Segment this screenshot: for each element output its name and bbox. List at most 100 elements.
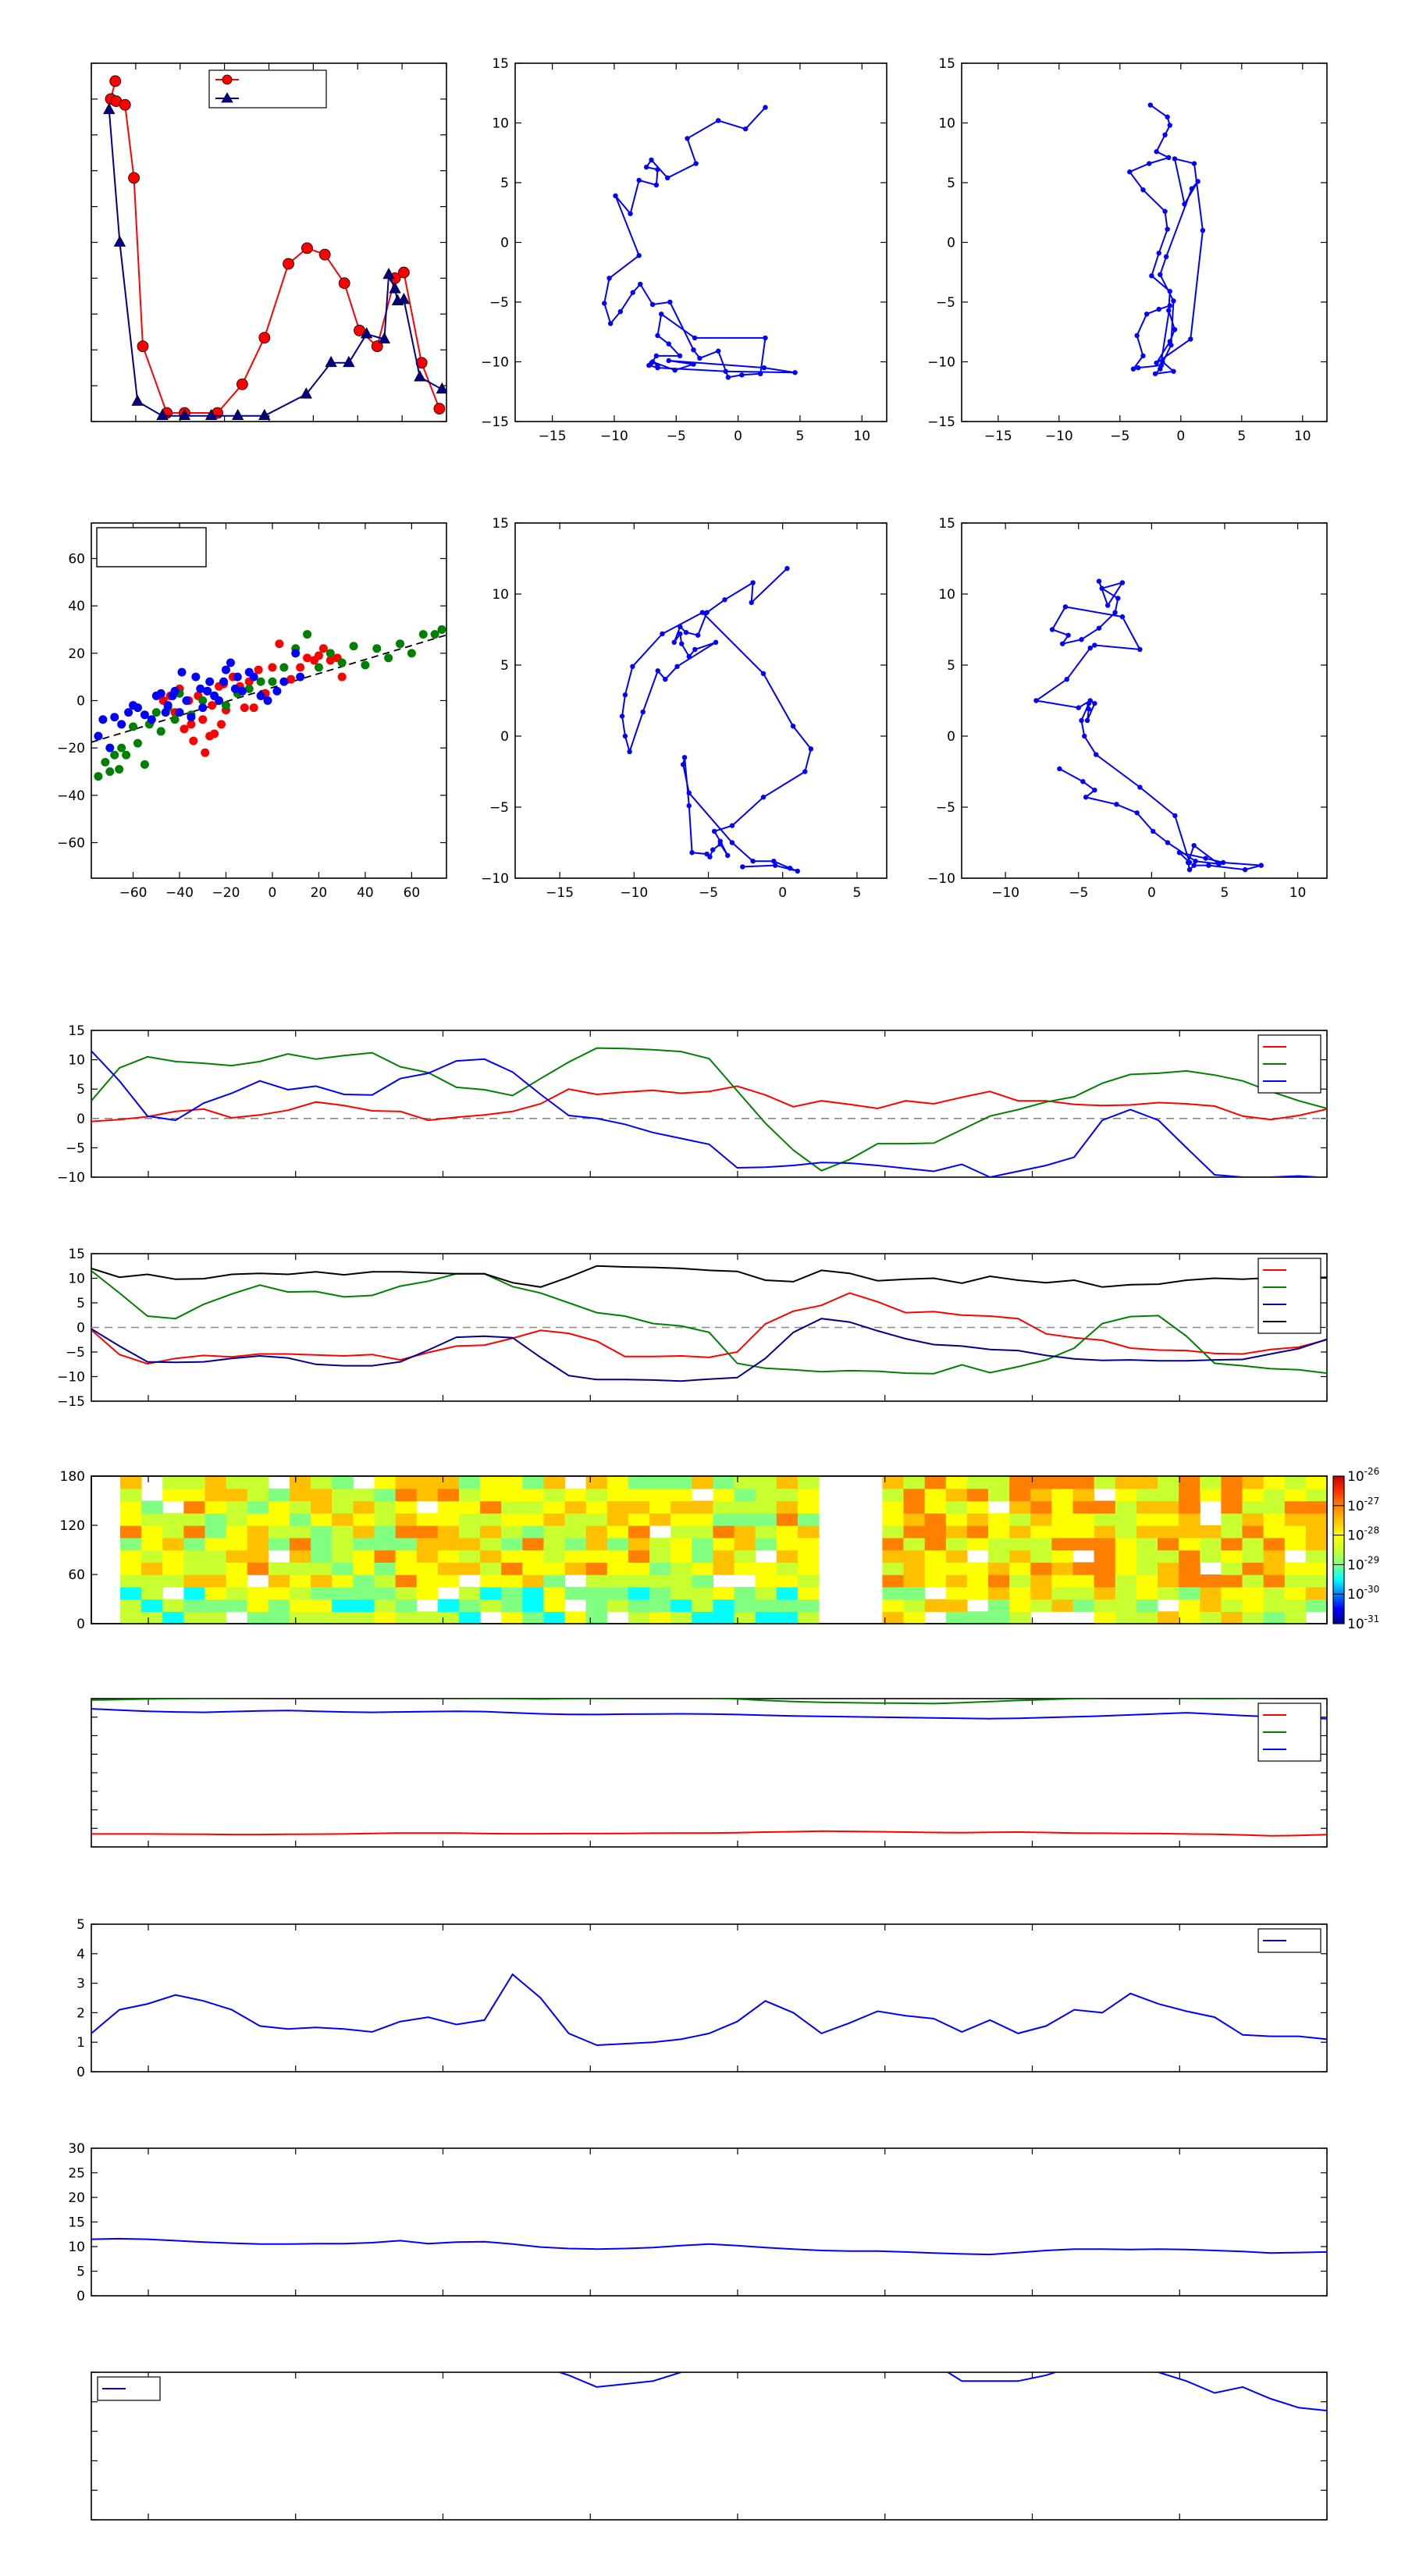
data-point <box>325 355 337 368</box>
heatmap-cell <box>183 1488 206 1502</box>
heatmap-cell <box>416 1586 439 1600</box>
heatmap-cell <box>501 1574 523 1588</box>
data-point <box>649 157 654 163</box>
data-point <box>740 864 745 870</box>
data-point <box>1165 114 1170 120</box>
heatmap-cell <box>1242 1562 1264 1575</box>
y-tick-label: 0 <box>76 1617 85 1632</box>
heatmap-cell <box>268 1611 290 1624</box>
heatmap-cell <box>1094 1500 1116 1514</box>
heatmap-cell <box>1030 1537 1052 1551</box>
data-point <box>1083 795 1089 800</box>
y-tick-label: 5 <box>76 1082 85 1098</box>
heatmap-cell <box>649 1574 671 1588</box>
data-point <box>303 653 312 663</box>
data-point <box>660 631 665 637</box>
data-point <box>1167 123 1172 128</box>
data-point <box>653 182 660 188</box>
data-point <box>760 795 767 800</box>
heatmap-cell <box>205 1562 227 1575</box>
data-point <box>198 715 208 724</box>
data-point <box>1134 810 1140 816</box>
heatmap-cell <box>290 1476 311 1489</box>
heatmap-cell <box>268 1599 290 1612</box>
heatmap-cell <box>1009 1488 1031 1502</box>
heatmap-cell <box>1094 1586 1116 1600</box>
heatmap-cell <box>606 1586 629 1600</box>
h3-panel: −15 −10 −5 0 5 −10 −5 0 5 10 15 <box>481 516 887 901</box>
heatmap-cell <box>226 1586 248 1600</box>
data-point <box>760 671 767 677</box>
heatmap-cell <box>776 1611 799 1624</box>
heatmap-cell <box>205 1537 227 1551</box>
x-tick-label: 10 <box>1294 429 1311 444</box>
heatmap-cell <box>776 1586 799 1600</box>
heatmap-cell <box>1179 1500 1200 1514</box>
heatmap-cell <box>437 1476 460 1489</box>
data-point <box>1200 228 1206 233</box>
data-point <box>1172 813 1178 819</box>
heatmap-cell <box>1179 1586 1200 1600</box>
y-tick-label: −5 <box>66 1345 85 1361</box>
heatmap-cell <box>332 1537 354 1551</box>
heatmap-cell <box>649 1586 671 1600</box>
heatmap-cell <box>353 1586 375 1600</box>
heatmap-cell <box>649 1599 671 1612</box>
heatmap-cell <box>1072 1500 1095 1514</box>
heatmap-cell <box>1242 1611 1264 1624</box>
heatmap-cell <box>501 1562 523 1575</box>
data-point <box>1096 578 1102 584</box>
fit-annotation <box>96 527 207 568</box>
heatmap-cell <box>1305 1599 1328 1612</box>
y-tick-label: −10 <box>927 871 955 887</box>
heatmap-cell <box>353 1513 375 1526</box>
heatmap-cell <box>480 1599 502 1612</box>
plot-area <box>602 105 798 380</box>
data-point <box>630 664 635 670</box>
heatmap-cell <box>374 1537 397 1551</box>
heatmap-cell <box>585 1562 608 1575</box>
data-point <box>1064 677 1069 682</box>
data-point <box>232 408 244 421</box>
heatmap-cell <box>585 1574 608 1588</box>
axes-frame <box>514 62 887 422</box>
heatmap-cell <box>501 1488 523 1502</box>
heatmap-cell <box>247 1525 269 1539</box>
heatmap-cell <box>649 1537 671 1551</box>
data-point <box>693 161 699 166</box>
x-tick-label: −15 <box>539 429 567 444</box>
heatmap-cell <box>205 1525 227 1539</box>
data-point <box>1185 859 1191 866</box>
data-point <box>679 641 685 646</box>
heatmap-cell <box>1051 1525 1074 1539</box>
y-tick-label: 0 <box>76 2065 85 2080</box>
heatmap-cell <box>522 1476 544 1489</box>
data-point <box>704 851 710 857</box>
data-point <box>697 355 702 361</box>
heatmap-cell <box>374 1500 397 1514</box>
heatmap-cell <box>1051 1488 1074 1502</box>
heatmap-cell <box>1115 1537 1137 1551</box>
heatmap-cell <box>924 1500 947 1514</box>
y-tick-label: 120 <box>60 1518 85 1534</box>
data-point <box>128 172 140 184</box>
heatmap-cell <box>670 1488 692 1502</box>
data-point <box>205 677 215 686</box>
heatmap-cell <box>353 1525 375 1539</box>
heatmap-cell <box>1136 1574 1158 1588</box>
heatmap-cell <box>353 1611 375 1624</box>
legend <box>1257 1258 1321 1334</box>
heatmap-cell <box>1263 1513 1286 1526</box>
data-point <box>716 118 721 123</box>
heatmap-cell <box>1094 1525 1116 1539</box>
heatmap-cell <box>205 1513 227 1526</box>
heatmap-cell <box>416 1476 439 1489</box>
heatmap-cell <box>734 1599 756 1612</box>
heatmap-cell <box>966 1611 989 1624</box>
data-point <box>691 361 696 367</box>
data-point <box>156 408 169 421</box>
heatmap-cell <box>734 1562 756 1575</box>
heatmap-cell <box>1136 1611 1158 1624</box>
heatmap-cell <box>628 1611 650 1624</box>
heatmap-cell <box>776 1562 799 1575</box>
